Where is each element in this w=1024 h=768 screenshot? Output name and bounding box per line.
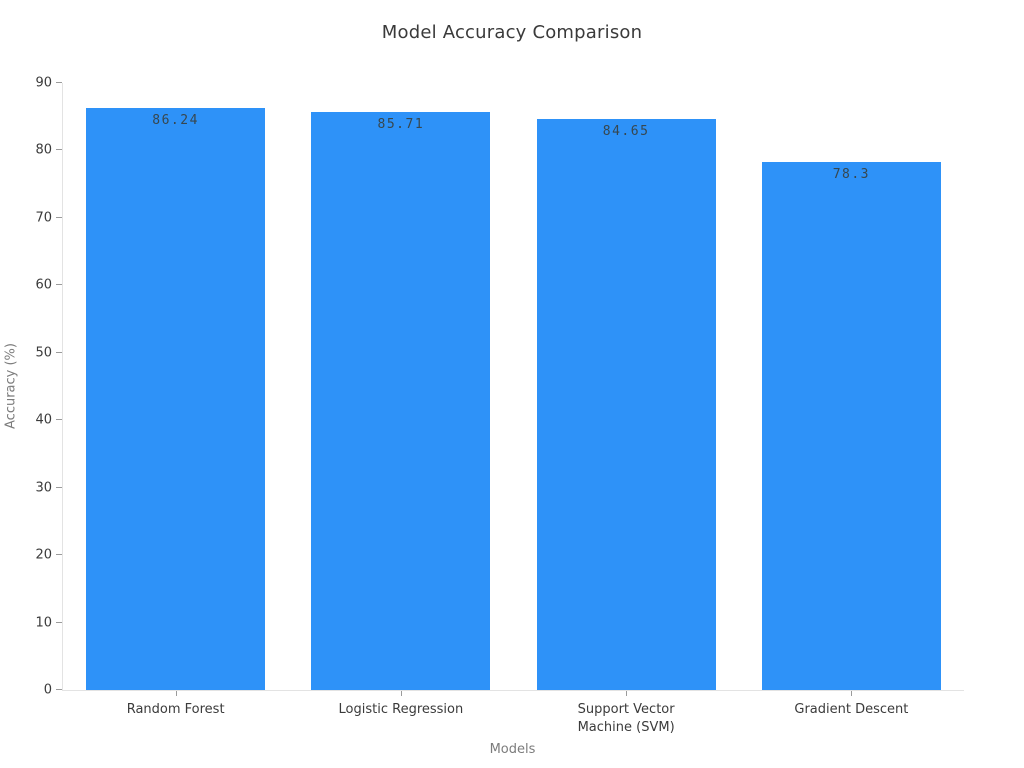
- x-tick-label-line: Machine (SVM): [577, 719, 675, 735]
- y-tick-label: 70: [35, 210, 52, 226]
- plot-area: 0 10 20 30 40 50 60 70 80 90 86.24 Random Forest 85.…: [35, 76, 964, 735]
- bar-value-label: 85.71: [377, 116, 425, 132]
- x-tick-label: Random Forest: [127, 701, 225, 719]
- x-tick-mark: [626, 691, 628, 696]
- chart-title: Model Accuracy Comparison: [381, 22, 643, 43]
- x-tick-label-line: Support Vector: [577, 702, 675, 717]
- bar-random-forest: 86.24: [86, 108, 266, 690]
- x-tick-mark: [175, 691, 177, 696]
- y-tick-mark: [56, 419, 62, 421]
- y-tick-label: 0: [43, 682, 52, 698]
- x-tick-label-line: Random Forest: [126, 702, 225, 717]
- x-tick-label-line: Logistic Regression: [338, 702, 464, 717]
- y-tick-label: 10: [35, 615, 52, 631]
- bar-gradient-descent: 78.3: [761, 161, 941, 690]
- bar-logistic-regression: 85.71: [311, 111, 491, 690]
- y-tick-mark: [56, 621, 62, 623]
- y-tick-label: 30: [35, 480, 52, 496]
- y-tick-mark: [56, 216, 62, 218]
- y-tick-label: 80: [35, 142, 52, 158]
- y-axis-title: Accuracy (%): [3, 343, 19, 429]
- y-tick-mark: [56, 689, 62, 690]
- y-tick-mark: [56, 284, 62, 286]
- y-tick-mark: [56, 82, 62, 83]
- y-tick-mark: [56, 486, 62, 488]
- bar-value-label: 84.65: [602, 124, 650, 140]
- bar-value-label: 86.24: [152, 113, 199, 129]
- bar-value-label: 78.3: [832, 166, 871, 182]
- y-tick-label: 90: [35, 75, 52, 91]
- y-tick-label: 60: [35, 277, 52, 293]
- y-tick-mark: [56, 149, 62, 151]
- bar-support-vector-machine-svm-: 84.65: [536, 119, 716, 690]
- x-tick-label: Support Vector Machine (SVM): [578, 701, 675, 736]
- y-tick-label: 40: [35, 412, 52, 428]
- x-axis-title: Models: [489, 742, 536, 757]
- x-tick-mark: [400, 691, 402, 696]
- y-tick-mark: [56, 554, 62, 556]
- x-tick-label: Gradient Descent: [794, 701, 908, 719]
- y-tick-label: 20: [35, 547, 52, 563]
- y-tick-mark: [56, 351, 62, 353]
- x-tick-label-line: Gradient Descent: [794, 702, 909, 717]
- x-tick-mark: [851, 691, 853, 696]
- x-tick-label: Logistic Regression: [339, 701, 464, 719]
- y-tick-label: 50: [35, 345, 52, 361]
